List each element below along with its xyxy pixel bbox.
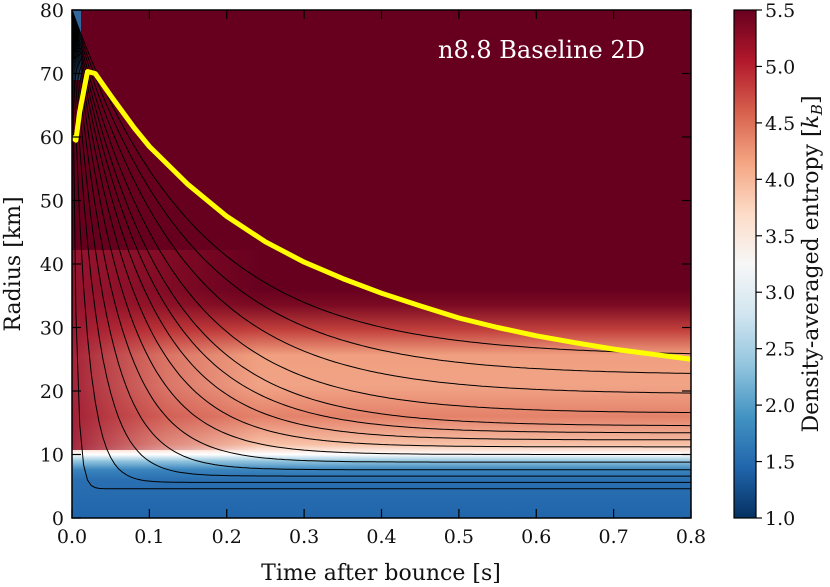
x-tick-label: 0.5 <box>444 526 474 548</box>
y-tick-label: 50 <box>40 191 64 213</box>
colorbar-ticks: 1.0 1.5 2.0 2.5 3.0 3.5 4.0 4.5 5.0 5.5 <box>756 0 795 530</box>
colorbar-tick-label: 4.5 <box>765 113 795 135</box>
y-tick-label: 0 <box>52 508 64 530</box>
mass-shell-1 <box>72 10 691 490</box>
mass-shell-lines <box>72 10 691 490</box>
colorbar-label-main: Density-averaged entropy [ <box>799 128 824 432</box>
mass-shell-4 <box>72 10 691 471</box>
y-axis-label: Radius [km] <box>1 196 26 331</box>
colorbar-tick-label: 5.5 <box>765 0 795 22</box>
mass-shell-6 <box>72 10 691 455</box>
mass-shell-9 <box>72 10 691 434</box>
x-tick-label: 0.1 <box>134 526 164 548</box>
mass-shell-3 <box>72 10 691 477</box>
colorbar-tick-label: 3.5 <box>765 226 795 248</box>
mass-shell-8 <box>72 10 691 441</box>
colorbar-tick-label: 3.0 <box>765 282 795 304</box>
x-tick-label: 0.2 <box>212 526 242 548</box>
mass-shell-2 <box>72 10 691 483</box>
x-tick-label: 0.0 <box>57 526 87 548</box>
colorbar-label-end: ] <box>799 95 824 104</box>
y-axis-ticks: 0 10 20 30 40 50 60 70 80 <box>40 0 691 530</box>
mass-shell-11 <box>72 10 691 414</box>
x-tick-label: 0.6 <box>521 526 551 548</box>
colorbar-label-subscript: B <box>808 104 826 116</box>
mass-shell-10 <box>72 10 691 427</box>
mass-shell-13 <box>72 10 691 374</box>
mass-shell-12 <box>72 10 691 394</box>
x-tick-label: 0.8 <box>676 526 706 548</box>
colorbar-label-symbol: k <box>799 115 824 128</box>
chart-annotation: n8.8 Baseline 2D <box>438 36 645 64</box>
x-tick-label: 0.4 <box>366 526 396 548</box>
x-tick-label: 0.3 <box>289 526 319 548</box>
x-axis-ticks: 0.0 0.1 0.2 0.3 0.4 0.5 0.6 0.7 0.8 <box>57 10 706 548</box>
colorbar-tick-label: 5.0 <box>765 56 795 78</box>
mass-shell-5 <box>72 10 691 463</box>
colorbar-tick-label: 2.0 <box>765 395 795 417</box>
y-tick-label: 60 <box>40 127 64 149</box>
y-tick-label: 70 <box>40 64 64 86</box>
x-tick-label: 0.7 <box>599 526 629 548</box>
plot-area <box>72 10 691 518</box>
y-tick-label: 80 <box>40 0 64 22</box>
shock-radius-line <box>72 69 691 362</box>
colorbar-fill <box>733 9 757 519</box>
colorbar-label: Density-averaged entropy [kB] <box>799 95 826 432</box>
mass-shell-7 <box>72 10 691 448</box>
colorbar: 1.0 1.5 2.0 2.5 3.0 3.5 4.0 4.5 5.0 5.5 Density-a… <box>733 0 826 530</box>
colorbar-tick-label: 1.5 <box>765 452 795 474</box>
colorbar-tick-label: 4.0 <box>765 169 795 191</box>
y-tick-label: 30 <box>40 318 64 340</box>
colorbar-tick-label: 2.5 <box>765 339 795 361</box>
y-tick-label: 40 <box>40 254 64 276</box>
x-axis-label: Time after bounce [s] <box>261 561 501 586</box>
colorbar-tick-label: 1.0 <box>765 508 795 530</box>
mass-shell-14 <box>72 10 691 355</box>
y-tick-label: 20 <box>40 381 64 403</box>
y-tick-label: 10 <box>40 445 64 467</box>
